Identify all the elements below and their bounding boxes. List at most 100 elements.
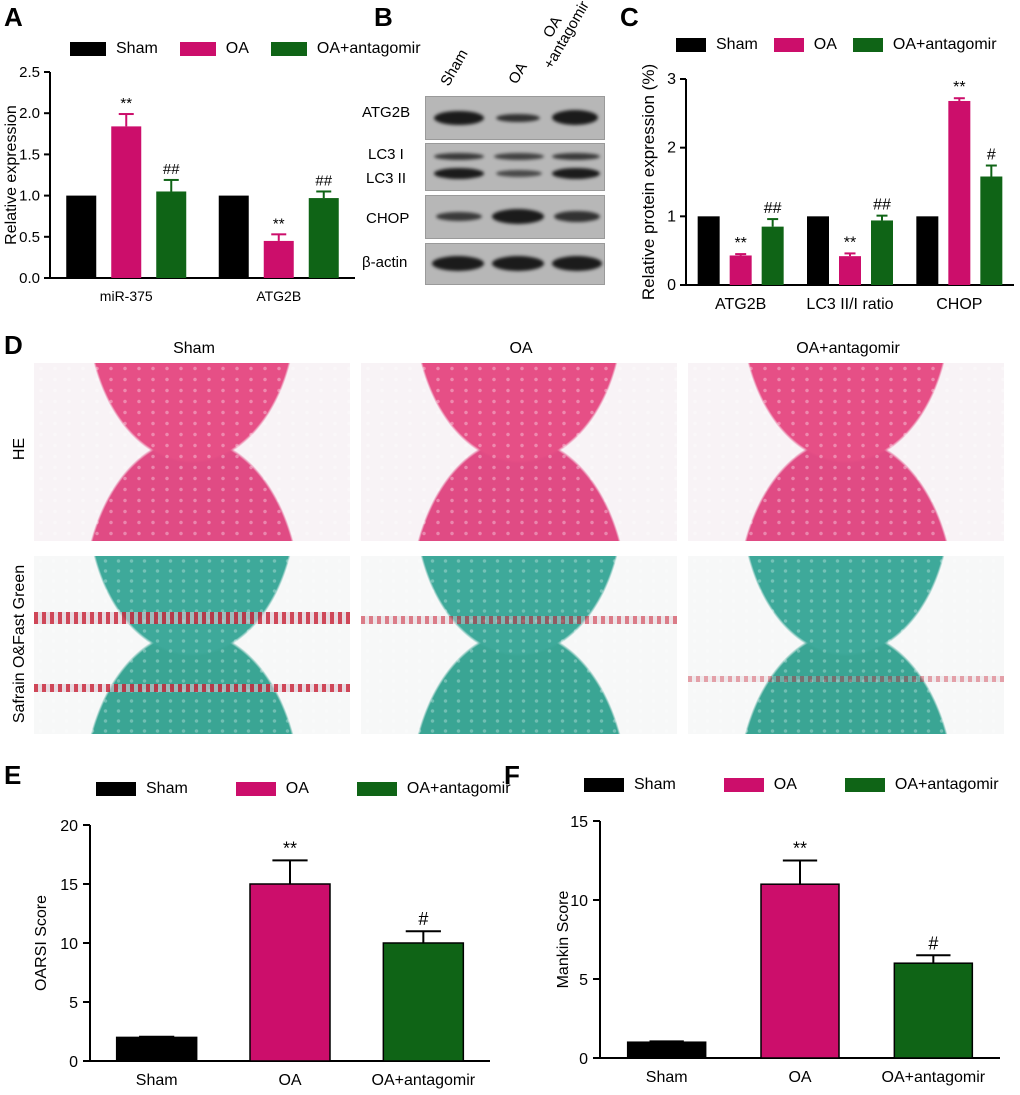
bar (729, 255, 752, 285)
legend-swatch-sham (676, 38, 706, 52)
y-tick-label: 0.0 (19, 270, 40, 287)
bar (761, 226, 784, 285)
y-tick-label: 15 (60, 877, 78, 894)
y-tick-label: 2.0 (19, 105, 40, 122)
bar (382, 942, 465, 1062)
legend-label-oa: OA (225, 40, 249, 57)
legend-swatch-antagomir (356, 782, 397, 796)
chart-f: 0 5 10 15 Mankin Score Sham ** OA # OA+antagomir (555, 814, 1000, 1086)
significance-mark: ** (953, 79, 965, 96)
bar (263, 240, 294, 278)
bar (839, 256, 861, 285)
significance-mark: ** (273, 215, 285, 232)
significance-mark: ** (844, 234, 856, 251)
x-tick-label: OA+antagomir (372, 1072, 476, 1089)
legend-label-sham: Sham (716, 36, 758, 53)
chart-e: 0 5 10 15 20 OARSI Score Sham ** OA # OA+antagomir (33, 818, 490, 1089)
y-axis-label: Mankin Score (555, 890, 572, 988)
histology-image-he-antagomir (688, 363, 1004, 541)
legend-label-sham: Sham (116, 40, 158, 57)
blot-band (434, 153, 484, 160)
histology-row-safranin: Safrain O&Fast Green (11, 564, 28, 724)
histology-col-oa: OA (509, 340, 533, 357)
histology-col-antagomir: OA+antagomir (796, 340, 900, 357)
blot-band (552, 110, 598, 125)
safranin-stain-band (361, 616, 677, 624)
panel-letter-f: F (504, 760, 520, 790)
x-tick-label: ATG2B (256, 288, 301, 304)
blot-band (496, 170, 542, 177)
blot-strip-lc3 (425, 143, 605, 191)
legend-e: Sham OA OA+antagomir (96, 780, 533, 798)
significance-mark: ## (315, 172, 332, 189)
blot-band (492, 256, 544, 271)
significance-mark: ** (120, 95, 132, 112)
significance-mark: ** (793, 839, 807, 859)
bar (249, 883, 331, 1062)
bar (308, 198, 339, 278)
y-tick-label: 5 (579, 972, 588, 989)
y-tick-label: 3 (667, 71, 676, 88)
bar (807, 216, 829, 285)
blot-row-lc3-ii: LC3 II (366, 170, 407, 187)
bar (66, 195, 97, 278)
bar (697, 216, 720, 285)
y-axis-label: OARSI Score (33, 895, 50, 991)
x-tick-label: ATG2B (715, 296, 766, 313)
y-tick-label: 1 (667, 208, 676, 225)
panel-letter-c: C (620, 2, 639, 32)
panel-letter-e: E (4, 760, 22, 790)
panel-letter-a: A (4, 2, 23, 32)
y-tick-label: 0 (579, 1051, 588, 1068)
legend-label-antagomir: OA+antagomir (406, 780, 511, 797)
blot-strip-beta-actin (425, 243, 605, 285)
blot-band (554, 211, 600, 222)
blot-band (552, 168, 600, 179)
x-tick-label: LC3 II/I ratio (806, 296, 893, 313)
x-tick-label: Sham (136, 1072, 178, 1089)
blot-lane-antagomir: OA +antagomir (539, 0, 593, 73)
blot-band (492, 209, 544, 224)
legend-label-antagomir: OA+antagomir (892, 36, 997, 53)
significance-mark: # (928, 933, 938, 953)
y-tick-label: 0 (667, 277, 676, 294)
safranin-stain-band (34, 684, 350, 692)
bar (893, 962, 974, 1059)
x-tick-label: OA+antagomir (882, 1069, 986, 1086)
significance-mark: ## (764, 200, 782, 217)
bar (948, 100, 971, 285)
x-tick-label: miR-375 (100, 288, 153, 304)
legend-swatch-oa (179, 42, 216, 56)
bar (980, 176, 1003, 285)
bar (916, 216, 939, 285)
y-tick-label: 5 (69, 995, 78, 1012)
y-tick-label: 20 (60, 818, 78, 835)
significance-mark: ## (873, 197, 891, 214)
y-tick-label: 2 (667, 140, 676, 157)
legend-swatch-oa (773, 38, 804, 52)
x-tick-label: Sham (646, 1069, 688, 1086)
histology-image-so-sham (34, 556, 350, 734)
histology-row-he: HE (11, 437, 28, 461)
histology-col-sham: Sham (173, 340, 215, 357)
x-tick-label: OA (788, 1069, 811, 1086)
y-tick-label: 1.5 (19, 146, 40, 163)
blot-band (432, 256, 484, 271)
significance-mark: ** (734, 235, 746, 252)
bar (115, 1036, 198, 1062)
legend-swatch-antagomir (844, 778, 885, 792)
x-tick-label: OA (278, 1072, 301, 1089)
blot-band (496, 114, 540, 122)
y-tick-label: 10 (60, 936, 78, 953)
panel-letter-d: D (4, 330, 23, 360)
histology-image-he-oa (361, 363, 677, 541)
bar (218, 195, 249, 278)
legend-swatch-sham (584, 778, 624, 792)
legend-swatch-sham (96, 782, 136, 796)
legend-label-oa: OA (285, 780, 309, 797)
safranin-stain-band (34, 612, 350, 624)
blot-band (434, 111, 484, 125)
y-axis-label: Relative expression (3, 105, 20, 245)
bar (156, 191, 187, 278)
legend-label-oa: OA (813, 36, 837, 53)
